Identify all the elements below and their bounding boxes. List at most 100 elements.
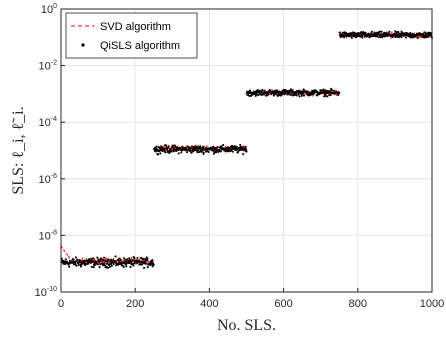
qisls-point	[151, 259, 154, 262]
qisls-point	[310, 93, 313, 96]
x-tick-label: 0	[58, 298, 64, 310]
qisls-point	[328, 94, 331, 97]
legend-qisls-swatch	[81, 43, 85, 47]
qisls-point	[166, 148, 169, 151]
qisls-point	[173, 147, 176, 150]
qisls-series	[60, 30, 434, 270]
qisls-point	[114, 255, 117, 258]
qisls-point	[397, 30, 400, 33]
qisls-point	[177, 152, 180, 155]
qisls-point	[409, 31, 412, 35]
qisls-point	[201, 149, 204, 152]
x-tick-label: 800	[349, 298, 367, 310]
qisls-point	[248, 94, 251, 97]
qisls-point	[87, 261, 90, 264]
qisls-point	[364, 31, 367, 34]
qisls-point	[112, 262, 115, 266]
qisls-point	[146, 257, 149, 260]
qisls-point	[166, 146, 169, 149]
qisls-point	[222, 144, 225, 147]
qisls-point	[186, 151, 189, 154]
qisls-point	[106, 260, 109, 263]
qisls-point	[177, 148, 180, 151]
qisls-point	[338, 31, 341, 34]
qisls-point	[300, 94, 303, 97]
qisls-point	[114, 260, 117, 263]
qisls-point	[291, 89, 294, 92]
qisls-point	[284, 88, 287, 91]
qisls-point	[400, 30, 403, 33]
qisls-point	[137, 259, 140, 262]
qisls-point	[404, 36, 408, 39]
qisls-point	[265, 94, 268, 97]
qisls-point	[423, 31, 427, 34]
qisls-point	[239, 143, 242, 146]
qisls-point	[388, 30, 391, 33]
qisls-point	[396, 34, 399, 37]
qisls-point	[379, 30, 382, 33]
qisls-point	[189, 149, 192, 152]
qisls-point	[150, 260, 153, 263]
x-tick-label: 600	[274, 298, 292, 310]
qisls-point	[180, 151, 183, 154]
qisls-point	[245, 150, 248, 153]
qisls-point	[360, 34, 363, 37]
qisls-point	[198, 150, 201, 153]
y-tick-labels: 100 10-2 10-4 10-6 10-8 10-10	[35, 3, 57, 299]
qisls-point	[190, 151, 193, 154]
qisls-point	[92, 257, 95, 260]
qisls-point	[72, 258, 75, 261]
qisls-point	[343, 36, 346, 39]
qisls-point	[397, 36, 401, 39]
qisls-point	[384, 35, 387, 38]
legend-qisls-label: QiSLS algorithm	[100, 40, 180, 52]
qisls-point	[131, 259, 135, 262]
qisls-point	[329, 93, 332, 97]
qisls-point	[104, 260, 107, 263]
qisls-point	[236, 150, 240, 153]
qisls-point	[321, 92, 324, 95]
qisls-point	[136, 256, 139, 259]
qisls-point	[157, 153, 160, 156]
qisls-point	[416, 36, 419, 39]
y-tick-label: 10-4	[39, 116, 58, 129]
y-axis-label: SLS: ℓ_i, ℓ̃_i.	[10, 106, 27, 194]
x-tick-label: 400	[200, 298, 218, 310]
qisls-point	[144, 262, 148, 265]
qisls-point	[175, 149, 178, 152]
qisls-point	[144, 257, 147, 261]
y-tick-label: 100	[41, 3, 57, 16]
qisls-point	[219, 150, 222, 153]
qisls-point	[326, 95, 329, 98]
qisls-point	[267, 93, 270, 96]
x-tick-labels: 0 200 400 600 800 1000	[58, 298, 444, 310]
qisls-point	[418, 32, 421, 35]
qisls-point	[92, 266, 95, 269]
qisls-point	[231, 150, 234, 153]
qisls-point	[78, 259, 81, 262]
qisls-point	[168, 152, 171, 155]
qisls-point	[395, 32, 398, 36]
qisls-point	[189, 147, 192, 150]
qisls-point	[316, 94, 319, 97]
qisls-point	[132, 264, 135, 267]
qisls-point	[291, 94, 294, 97]
qisls-point	[380, 33, 383, 36]
qisls-point	[275, 89, 278, 92]
qisls-point	[123, 257, 126, 260]
qisls-point	[200, 150, 203, 154]
qisls-point	[117, 259, 120, 262]
qisls-point	[410, 36, 413, 39]
qisls-point	[110, 264, 113, 267]
qisls-point	[146, 266, 149, 269]
qisls-point	[329, 90, 332, 93]
qisls-point	[255, 93, 258, 96]
qisls-point	[394, 35, 397, 38]
qisls-point	[90, 265, 93, 268]
qisls-point	[68, 265, 71, 268]
qisls-point	[96, 256, 99, 259]
qisls-point	[331, 89, 334, 92]
qisls-point	[216, 146, 219, 149]
y-tick-label: 10-8	[39, 229, 58, 242]
qisls-point	[67, 263, 70, 266]
